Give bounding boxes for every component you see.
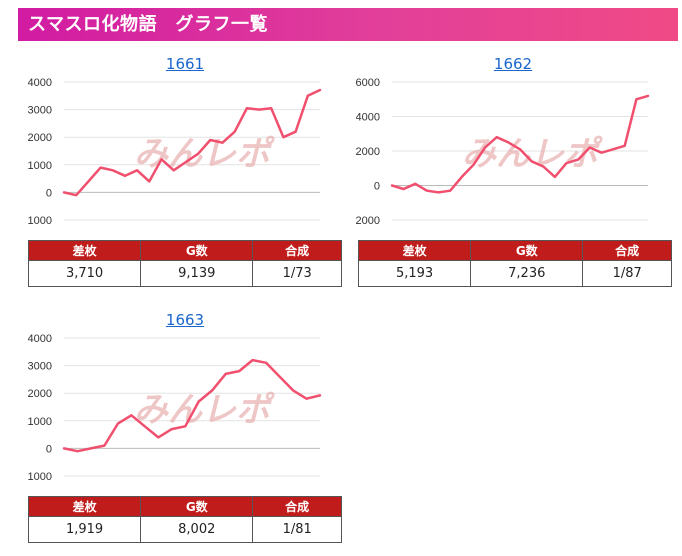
value-sa-mai: 3,710 <box>27 260 142 287</box>
stats-table: 差枚 G数 合成 1,919 8,002 1/81 <box>27 496 342 543</box>
line-chart: -1000 0 1000 2000 3000 4000 みんレポ <box>28 77 322 227</box>
y-tick-label: 6000 <box>356 77 380 89</box>
value-sa-mai: 5,193 <box>357 260 472 287</box>
y-tick-label: 2000 <box>28 388 52 400</box>
watermark-logo: みんレポ <box>134 134 275 174</box>
y-tick-label: 0 <box>46 187 52 199</box>
y-tick-label: 2000 <box>28 132 52 144</box>
value-sa-mai: 1,919 <box>27 516 142 543</box>
y-tick-label: 3000 <box>28 105 52 117</box>
line-chart: -2000 0 2000 4000 6000 みんレポ <box>356 77 650 227</box>
header-combined: 合成 <box>252 496 342 517</box>
graph-title-link[interactable]: 1662 <box>493 55 533 73</box>
y-tick-label: 4000 <box>28 333 52 345</box>
value-combined: 1/73 <box>252 260 342 287</box>
y-tick-label: 1000 <box>28 160 52 172</box>
header-sa-mai: 差枚 <box>27 496 142 517</box>
y-tick-label: -1000 <box>28 215 52 227</box>
y-tick-label: 4000 <box>356 112 380 124</box>
y-tick-label: 0 <box>46 443 52 455</box>
series-line <box>62 88 322 197</box>
series-line <box>390 94 650 194</box>
header-g-count: G数 <box>140 496 254 517</box>
header-combined: 合成 <box>252 240 342 261</box>
series-line <box>62 358 322 453</box>
value-g-count: 9,139 <box>140 260 254 287</box>
value-g-count: 8,002 <box>140 516 254 543</box>
header-sa-mai: 差枚 <box>27 240 142 261</box>
graph-title-link[interactable]: 1663 <box>165 311 205 329</box>
value-g-count: 7,236 <box>470 260 584 287</box>
y-tick-label: -1000 <box>28 471 52 483</box>
graph-title-link[interactable]: 1661 <box>165 55 205 73</box>
graph-panel-1662: 1662 -2000 0 2000 4000 6000 みんレポ <box>356 54 670 234</box>
y-tick-label: 3000 <box>28 361 52 373</box>
page-title: スマスロ化物語 グラフ一覧 <box>18 8 678 41</box>
header-combined: 合成 <box>582 240 672 261</box>
value-combined: 1/81 <box>252 516 342 543</box>
y-tick-label: 4000 <box>28 77 52 89</box>
watermark-logo: みんレポ <box>462 134 603 174</box>
y-tick-label: 0 <box>374 181 380 193</box>
y-tick-label: 1000 <box>28 416 52 428</box>
header-g-count: G数 <box>470 240 584 261</box>
header-sa-mai: 差枚 <box>357 240 472 261</box>
y-tick-label: 2000 <box>356 146 380 158</box>
y-tick-label: -2000 <box>356 215 380 227</box>
graph-panel-1661: 1661 -1000 0 1000 2000 3000 4000 みんレポ <box>28 54 342 234</box>
header-g-count: G数 <box>140 240 254 261</box>
stats-table: 差枚 G数 合成 3,710 9,139 1/73 <box>27 240 342 287</box>
stats-table: 差枚 G数 合成 5,193 7,236 1/87 <box>357 240 672 287</box>
value-combined: 1/87 <box>582 260 672 287</box>
